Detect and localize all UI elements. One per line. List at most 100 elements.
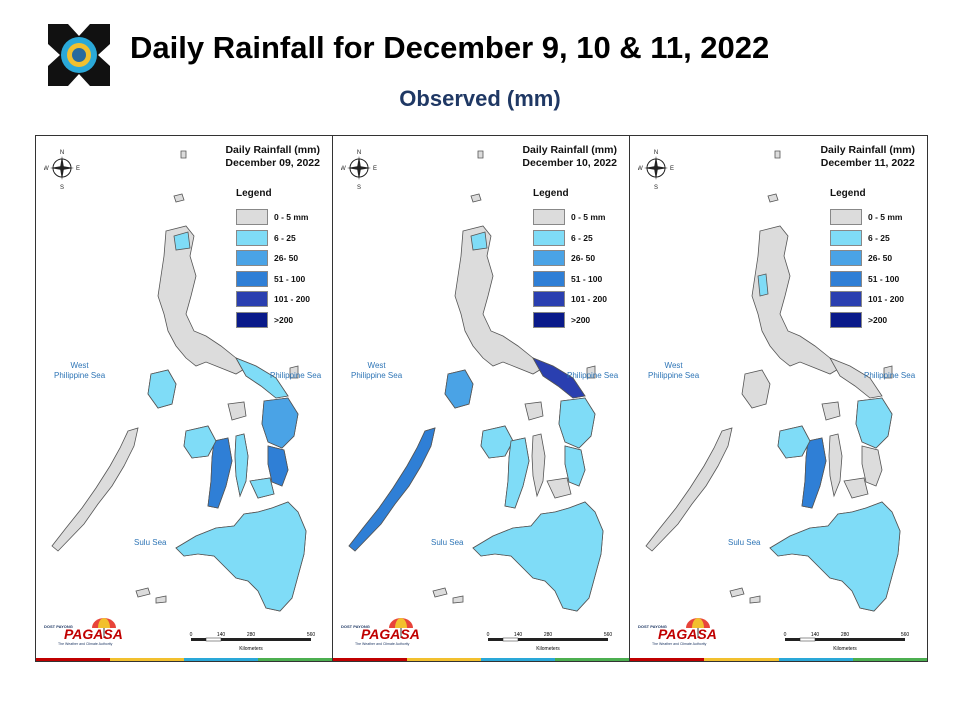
brand-name: PAGASA [361,626,420,642]
legend-label: 51 - 100 [571,273,603,284]
legend-title: Legend [533,188,569,199]
panel-title: Daily Rainfall (mm) December 09, 2022 [225,144,320,170]
legend-item: >200 [236,310,310,331]
rainfall-area-mindanao [472,501,604,612]
brand-dost-label: DOST PAYONG [341,624,370,629]
philippines-rainfall-map [51,150,307,612]
island-catanduanes [289,365,299,379]
svg-text:140: 140 [217,632,226,638]
panel-date: December 10, 2022 [522,157,617,169]
legend-label: 101 - 200 [868,294,904,305]
svg-text:Kilometers: Kilometers [239,646,263,652]
pagasa-branding-logo: DOST PAYONG PAGASA The Weather and Climate… [40,614,123,654]
compass-rose-icon: N S E W [341,150,377,190]
island-bicol [829,357,883,399]
island-leyte [861,445,883,487]
rainfall-area-panay [480,425,514,459]
rainfall-area-palawan [348,427,436,552]
legend-swatch [533,311,565,328]
island-cebu [828,433,843,498]
legend-item: >200 [830,310,904,331]
island-masbate [821,401,841,421]
legend-item: 26- 50 [236,248,310,269]
panel-title-line1: Daily Rainfall (mm) [522,144,617,156]
svg-text:0: 0 [487,632,490,638]
island-babuyan [173,193,185,203]
island-sulu [729,587,761,604]
legend-swatch [236,229,268,246]
svg-text:S: S [60,185,64,190]
legend-item: 101 - 200 [533,289,607,310]
map-panel: Daily Rainfall (mm) December 11, 2022 Lege… [630,136,927,661]
svg-text:W: W [341,166,346,172]
legend-item: 0 - 5 mm [236,207,310,228]
island-sulu [135,587,167,604]
svg-text:Kilometers: Kilometers [536,646,560,652]
svg-text:280: 280 [544,632,553,638]
svg-text:S: S [357,185,361,190]
legend-item: 0 - 5 mm [533,207,607,228]
legend-label: >200 [571,314,591,325]
svg-text:0: 0 [190,632,193,638]
legend-label: 0 - 5 mm [274,212,309,223]
island-luzon [157,225,247,375]
philippines-rainfall-map [645,150,901,612]
panel-title-line1: Daily Rainfall (mm) [820,144,915,156]
svg-text:E: E [76,166,80,172]
rainfall-area-mindanao [769,501,901,612]
rainfall-area-luzon-ne [173,231,191,251]
legend-item: 51 - 100 [236,269,310,290]
legend-label: 26- 50 [868,253,893,264]
panel-title-line1: Daily Rainfall (mm) [225,144,320,156]
rainfall-area-bohol [249,477,275,499]
rainfall-area-samar [855,397,893,449]
svg-text:140: 140 [514,632,523,638]
island-babuyan [470,193,482,203]
philippines-rainfall-map [348,150,604,612]
island-masbate [524,401,544,421]
svg-text:560: 560 [307,632,316,638]
legend-swatch [533,291,565,308]
legend-label: 26- 50 [274,253,299,264]
legend-label: 26- 50 [571,253,596,264]
legend-title: Legend [236,188,272,199]
west-philippine-sea-label: West Philippine Sea [351,361,403,380]
map-panel: Daily Rainfall (mm) December 09, 2022 Lege… [36,136,333,661]
legend-swatch [236,250,268,267]
island-catanduanes [883,365,893,379]
legend-item: >200 [533,310,607,331]
rainfall-area-samar [558,397,596,449]
legend-swatch [830,311,862,328]
legend-swatch [533,270,565,287]
island-palawan [645,427,733,552]
color-stripe [333,658,629,661]
rainfall-area-bicol [532,357,586,399]
legend-swatch [236,291,268,308]
svg-text:N: N [654,150,658,156]
svg-text:W: W [44,166,49,172]
brand-name: PAGASA [658,626,717,642]
rainfall-area-leyte [564,445,586,487]
svg-text:N: N [357,150,361,156]
island-palawan [51,427,139,552]
rainfall-area-cebu [234,433,249,498]
legend-swatch [533,229,565,246]
philippine-sea-label: Philippine Sea [864,371,916,380]
svg-text:280: 280 [841,632,850,638]
rainfall-area-mindoro [444,369,474,409]
sulu-sea-label: Sulu Sea [728,538,761,547]
panel-title: Daily Rainfall (mm) December 11, 2022 [820,144,915,170]
rainfall-area-panay [183,425,217,459]
island-sulu [432,587,464,604]
compass-rose-icon: N S E W [638,150,674,190]
legend-label: 101 - 200 [571,294,607,305]
west-philippine-sea-label: West Philippine Sea [54,361,106,380]
rainfall-area-panay [777,425,811,459]
island-luzon [454,225,544,375]
legend-label: 51 - 100 [868,273,900,284]
scale-bar: 0 140 280 560 Kilometers [784,632,910,652]
svg-text:Kilometers: Kilometers [833,646,857,652]
sulu-sea-label: Sulu Sea [134,538,167,547]
legend-label: >200 [868,314,888,325]
brand-tagline: The Weather and Climate Authority [355,642,410,646]
